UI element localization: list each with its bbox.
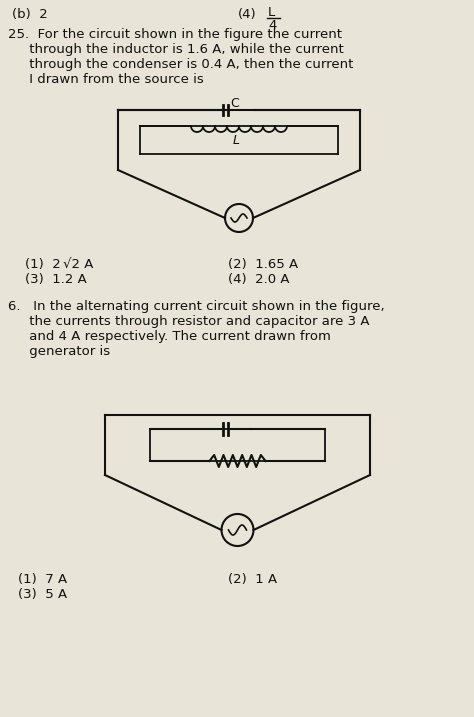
Text: (4)  2.0 A: (4) 2.0 A [228,273,290,286]
Text: I drawn from the source is: I drawn from the source is [8,73,204,86]
Text: C: C [231,97,239,110]
Text: 25.  For the circuit shown in the figure the current: 25. For the circuit shown in the figure … [8,28,342,41]
Text: (2)  1 A: (2) 1 A [228,573,277,586]
Text: (3)  1.2 A: (3) 1.2 A [25,273,87,286]
Text: (b)  2: (b) 2 [12,8,48,21]
Text: (3)  5 A: (3) 5 A [18,588,67,601]
Text: through the inductor is 1.6 A, while the current: through the inductor is 1.6 A, while the… [8,43,344,56]
Text: through the condenser is 0.4 A, then the current: through the condenser is 0.4 A, then the… [8,58,354,71]
Text: the currents through resistor and capacitor are 3 A: the currents through resistor and capaci… [8,315,370,328]
Text: (2)  1.65 A: (2) 1.65 A [228,258,298,271]
Text: L: L [233,134,239,147]
Text: (4): (4) [238,8,256,21]
Text: 4: 4 [268,19,276,32]
Text: generator is: generator is [8,345,110,358]
Text: (1)  7 A: (1) 7 A [18,573,67,586]
Text: 6.   In the alternating current circuit shown in the figure,: 6. In the alternating current circuit sh… [8,300,384,313]
Text: and 4 A respectively. The current drawn from: and 4 A respectively. The current drawn … [8,330,331,343]
Text: (1)  2: (1) 2 [25,258,61,271]
Text: √2 A: √2 A [63,258,93,271]
Text: L: L [268,6,275,19]
